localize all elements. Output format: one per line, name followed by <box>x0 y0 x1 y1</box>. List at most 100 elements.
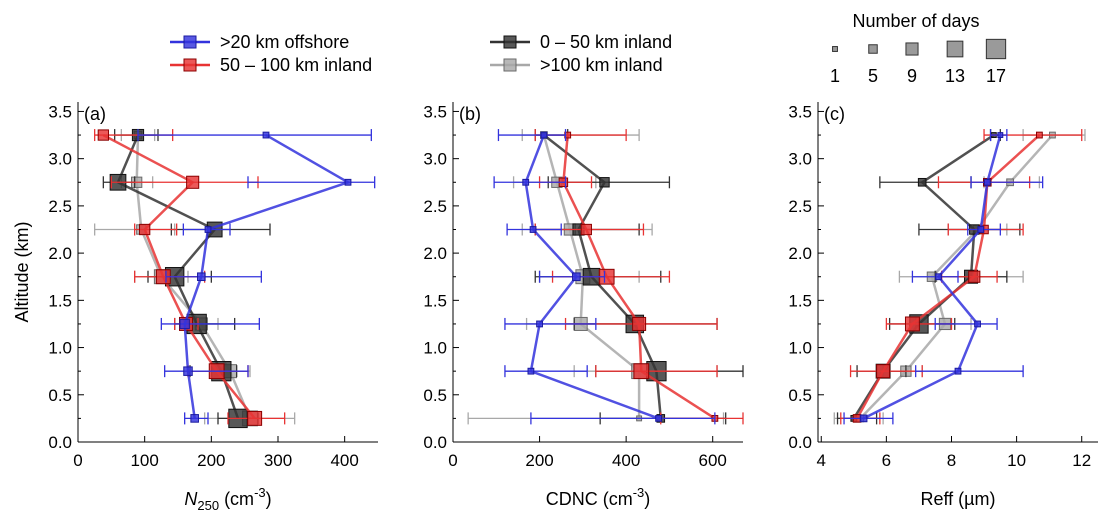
data-point <box>974 320 981 328</box>
y-tick-label: 1.0 <box>423 339 447 358</box>
x-axis-label-sup: -3 <box>254 485 266 500</box>
y-tick-label: 1.0 <box>48 339 72 358</box>
y-tick-label: 2.5 <box>788 197 812 216</box>
series--20-km-offshore <box>493 129 716 425</box>
x-tick-label: 6 <box>882 451 891 470</box>
data-point <box>522 178 530 186</box>
legend-label: >100 km inland <box>540 55 663 75</box>
data-point <box>968 270 981 283</box>
y-tick-label: 0.0 <box>788 433 812 452</box>
legend-label: >20 km offshore <box>220 32 349 52</box>
y-tick-label: 2.0 <box>423 244 447 263</box>
y-tick-label: 3.5 <box>48 102 72 121</box>
panel-c: 0.0 0.5 1.0 1.5 2.0 2.5 3.0 3.5 4 6 8 10 12 (c) Reff (… <box>788 102 1098 509</box>
series-50-100-km-inland <box>840 129 1083 425</box>
data-point <box>540 131 548 139</box>
x-axis-label-sup: -3 <box>633 485 645 500</box>
x-tick-label: 0 <box>448 451 457 470</box>
series--20-km-offshore <box>843 129 1044 425</box>
series--100-km-inland <box>94 129 296 427</box>
x-tick-label: 8 <box>947 451 956 470</box>
y-tick-label: 3.0 <box>788 150 812 169</box>
data-point <box>97 129 109 141</box>
data-point <box>904 316 920 332</box>
size-legend-marker <box>985 38 1007 60</box>
data-point <box>977 226 985 233</box>
legend-label: 0 – 50 km inland <box>540 32 672 52</box>
y-tick-label: 3.0 <box>48 150 72 169</box>
data-point <box>983 178 991 186</box>
x-axis-label-unit: (cm <box>598 489 633 509</box>
series--20-km-offshore <box>137 129 376 425</box>
panel-label: (a) <box>84 104 106 124</box>
size-legend-label: 5 <box>868 66 878 86</box>
size-legend-marker <box>868 44 878 54</box>
x-tick-label: 12 <box>1072 451 1091 470</box>
x-tick-label: 400 <box>330 451 358 470</box>
x-axis-label: CDNC (cm-3) <box>546 485 651 509</box>
x-tick-label: 200 <box>197 451 225 470</box>
data-point <box>876 364 891 379</box>
legend-marker <box>183 35 197 49</box>
x-axis-label: N250 (cm-3) <box>184 485 271 513</box>
legend: >20 km offshore 50 – 100 km inland 0 – 50 … <box>170 11 1007 86</box>
legend-marker <box>183 58 197 72</box>
y-tick-label: 2.5 <box>48 197 72 216</box>
panel-label: (b) <box>459 104 481 124</box>
data-point <box>633 363 650 380</box>
y-tick-label: 0.0 <box>423 433 447 452</box>
y-tick-label: 3.0 <box>423 150 447 169</box>
x-axis-label-main: N <box>184 489 198 509</box>
legend-marker <box>503 35 517 49</box>
data-point <box>580 223 592 236</box>
x-axis-label-sub: 250 <box>197 498 219 513</box>
x-tick-label: 200 <box>525 451 553 470</box>
data-point <box>536 320 543 328</box>
y-tick-label: 3.5 <box>788 102 812 121</box>
x-axis-label-unit: (cm <box>219 489 254 509</box>
data-point <box>917 177 927 187</box>
y-tick-label: 0.5 <box>423 386 447 405</box>
y-tick-label: 0.5 <box>788 386 812 405</box>
panel-label: (c) <box>824 104 845 124</box>
data-point <box>655 414 662 422</box>
data-point <box>197 272 206 282</box>
data-point <box>997 132 1004 139</box>
size-legend-label: 17 <box>986 66 1006 86</box>
data-point <box>572 272 581 282</box>
x-axis-label-main: Reff (µm) <box>920 489 995 509</box>
data-point <box>139 223 151 236</box>
x-tick-label: 100 <box>130 451 158 470</box>
y-tick-label: 0.0 <box>48 433 72 452</box>
data-point <box>954 367 962 375</box>
data-point <box>186 175 200 189</box>
size-legend-label: 9 <box>907 66 917 86</box>
data-point <box>529 226 537 233</box>
size-legend-title: Number of days <box>852 11 979 31</box>
y-tick-label: 1.5 <box>48 291 72 310</box>
y-tick-label: 2.0 <box>788 244 812 263</box>
panel-a: 0.0 0.5 1.0 1.5 2.0 2.5 3.0 3.5 0 100 200 300 400 (a)… <box>12 102 378 513</box>
x-tick-label: 300 <box>264 451 292 470</box>
legend-marker <box>503 58 517 72</box>
size-legend-marker <box>832 46 838 52</box>
y-tick-label: 1.0 <box>788 339 812 358</box>
size-legend-marker <box>946 40 964 58</box>
panel-b: 0.0 0.5 1.0 1.5 2.0 2.5 3.0 3.5 0 200 400 600 (b) CDN… <box>423 102 744 509</box>
y-tick-label: 2.5 <box>423 197 447 216</box>
data-point <box>527 367 535 375</box>
x-axis-label-main: CDNC <box>546 489 598 509</box>
data-point <box>179 318 190 330</box>
y-tick-label: 1.5 <box>788 291 812 310</box>
data-point <box>204 226 212 233</box>
data-point <box>935 273 942 281</box>
y-tick-label: 0.5 <box>48 386 72 405</box>
data-point <box>632 316 647 331</box>
y-axis-label: Altitude (km) <box>12 221 32 322</box>
x-axis-label: Reff (µm) <box>920 489 995 509</box>
data-point <box>247 410 263 426</box>
x-tick-label: 600 <box>699 451 727 470</box>
x-tick-label: 4 <box>817 451 826 470</box>
x-axis-label-end: ) <box>644 489 650 509</box>
data-point <box>1035 131 1043 139</box>
